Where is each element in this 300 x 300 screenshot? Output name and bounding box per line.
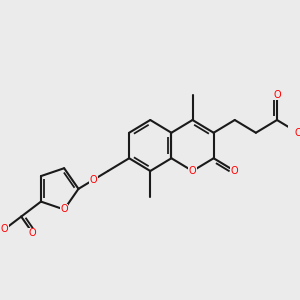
Text: O: O bbox=[294, 128, 300, 138]
Text: O: O bbox=[231, 166, 238, 176]
Text: O: O bbox=[29, 228, 37, 238]
Text: O: O bbox=[60, 205, 68, 214]
Text: O: O bbox=[1, 224, 8, 234]
Text: O: O bbox=[189, 166, 196, 176]
Text: O: O bbox=[89, 175, 97, 185]
Text: O: O bbox=[273, 89, 281, 100]
